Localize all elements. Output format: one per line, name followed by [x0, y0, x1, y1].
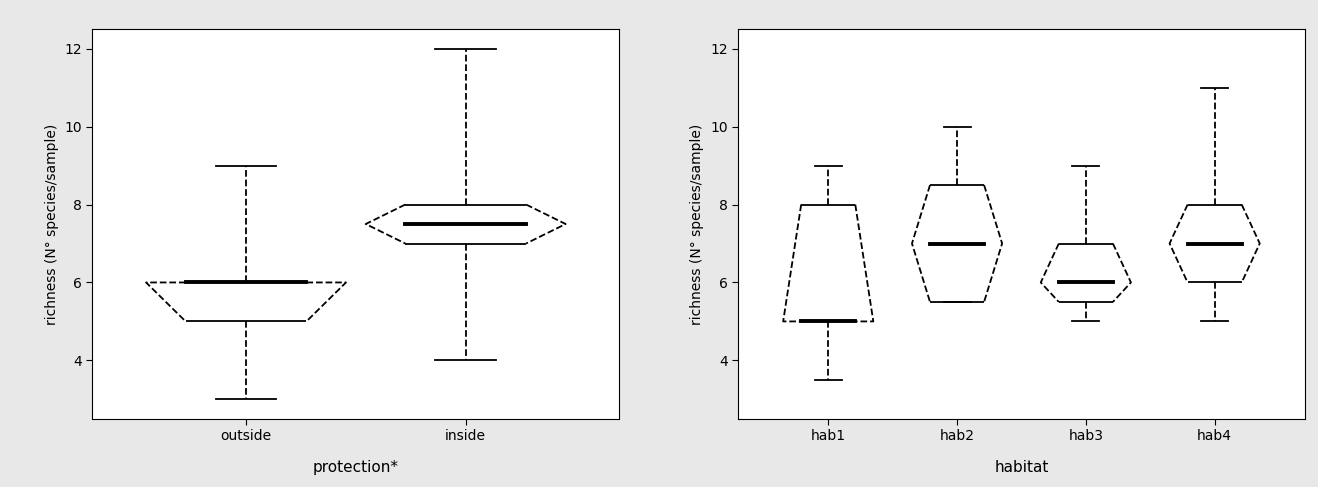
Y-axis label: richness (N° species/sample): richness (N° species/sample) [691, 123, 705, 325]
X-axis label: habitat: habitat [994, 460, 1049, 475]
X-axis label: protection*: protection* [312, 460, 399, 475]
Y-axis label: richness (N° species/sample): richness (N° species/sample) [45, 123, 59, 325]
